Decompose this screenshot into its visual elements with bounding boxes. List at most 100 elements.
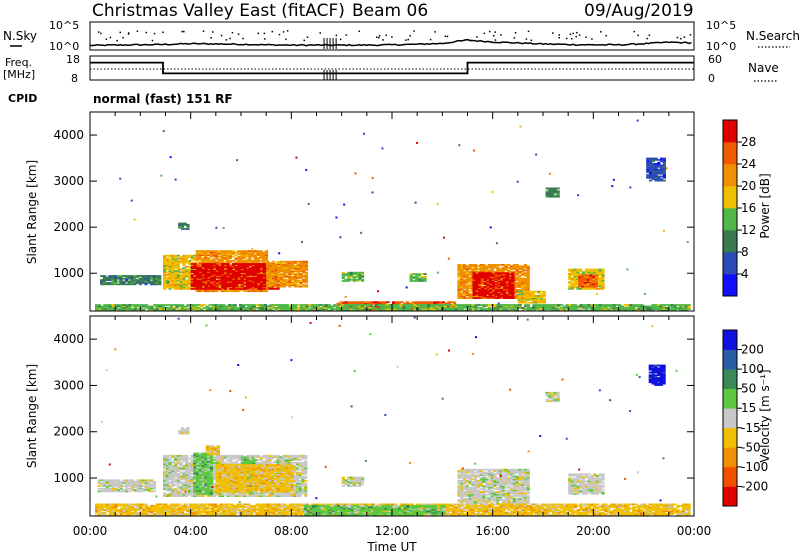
data-cell bbox=[526, 286, 530, 288]
data-cell bbox=[127, 277, 131, 280]
data-cell bbox=[568, 306, 572, 309]
data-cell bbox=[158, 280, 162, 283]
data-cell bbox=[161, 305, 165, 308]
data-cell bbox=[210, 276, 214, 279]
data-cell bbox=[245, 258, 249, 261]
data-cell bbox=[193, 278, 197, 281]
data-cell bbox=[662, 168, 666, 171]
data-cell bbox=[185, 478, 189, 481]
data-cell bbox=[187, 489, 192, 492]
data-cell bbox=[204, 258, 208, 261]
data-cell bbox=[388, 309, 392, 312]
data-cell bbox=[223, 274, 228, 276]
data-cell bbox=[497, 283, 501, 286]
data-cell bbox=[573, 272, 577, 275]
data-cell bbox=[108, 277, 112, 280]
data-cell bbox=[513, 308, 517, 310]
data-cell bbox=[651, 174, 655, 176]
data-cell bbox=[637, 305, 641, 308]
data-cell bbox=[266, 305, 270, 308]
data-cell bbox=[662, 309, 666, 312]
data-cell bbox=[497, 273, 501, 276]
data-cell bbox=[313, 308, 317, 310]
data-cell bbox=[165, 485, 169, 488]
data-cell bbox=[521, 270, 525, 273]
data-cell bbox=[568, 275, 572, 278]
data-cell bbox=[645, 309, 650, 312]
data-cell bbox=[204, 251, 208, 254]
data-cell bbox=[127, 280, 131, 283]
data-cell bbox=[268, 285, 273, 288]
data-cell bbox=[264, 290, 269, 293]
data-cell bbox=[266, 277, 270, 280]
data-cell bbox=[553, 195, 557, 198]
data-cell bbox=[447, 305, 451, 308]
data-cell bbox=[554, 304, 558, 306]
data-cell bbox=[136, 309, 140, 312]
data-cell bbox=[182, 274, 186, 276]
data-cell bbox=[219, 306, 223, 309]
data-cell bbox=[200, 304, 204, 306]
data-cell bbox=[165, 495, 169, 497]
data-cell bbox=[598, 309, 603, 312]
data-cell bbox=[185, 463, 189, 465]
data-cell bbox=[491, 277, 496, 280]
data-cell bbox=[226, 275, 230, 278]
data-cell bbox=[282, 276, 286, 278]
data-cell bbox=[223, 282, 228, 285]
data-cell bbox=[187, 265, 192, 268]
data-cell bbox=[531, 299, 535, 301]
data-cell bbox=[523, 294, 527, 297]
data-cell bbox=[122, 282, 126, 284]
data-cell bbox=[584, 272, 588, 275]
data-cell bbox=[228, 261, 233, 264]
data-cell bbox=[391, 304, 395, 306]
data-cell bbox=[503, 291, 507, 294]
data-cell bbox=[169, 304, 173, 306]
data-cell bbox=[512, 266, 516, 269]
data-speck bbox=[665, 167, 668, 170]
data-cell bbox=[500, 280, 504, 283]
data-cell bbox=[262, 271, 266, 274]
data-cell bbox=[500, 294, 504, 297]
data-cell bbox=[540, 306, 544, 309]
data-cell bbox=[414, 301, 418, 304]
data-cell bbox=[174, 254, 178, 257]
data-cell bbox=[248, 255, 252, 258]
data-cell bbox=[201, 257, 205, 259]
data-cell bbox=[243, 283, 247, 286]
data-cell bbox=[521, 280, 525, 283]
data-cell bbox=[338, 304, 342, 306]
data-cell bbox=[684, 306, 688, 309]
data-cell bbox=[252, 309, 256, 312]
data-cell bbox=[286, 305, 290, 308]
data-cell bbox=[266, 284, 270, 287]
data-cell bbox=[485, 268, 489, 270]
data-cell bbox=[472, 286, 476, 288]
data-cell bbox=[355, 304, 359, 306]
data-cell bbox=[163, 479, 167, 482]
data-cell bbox=[497, 288, 501, 291]
data-cell bbox=[460, 293, 464, 295]
data-cell bbox=[361, 280, 365, 282]
data-cell bbox=[193, 270, 197, 272]
data-cell bbox=[277, 260, 281, 263]
data-cell bbox=[468, 286, 472, 288]
data-cell bbox=[248, 261, 252, 264]
data-cell bbox=[171, 271, 175, 274]
data-cell bbox=[578, 285, 582, 288]
data-cell bbox=[274, 281, 278, 284]
data-cell bbox=[231, 250, 235, 252]
data-cell bbox=[196, 283, 200, 286]
data-cell bbox=[226, 282, 230, 285]
data-cell bbox=[185, 459, 189, 461]
data-cell bbox=[182, 268, 186, 271]
data-cell bbox=[349, 308, 353, 310]
data-cell bbox=[163, 288, 167, 290]
data-cell bbox=[241, 304, 245, 306]
data-cell bbox=[171, 264, 175, 267]
data-cell bbox=[449, 308, 453, 310]
data-cell bbox=[193, 285, 197, 287]
data-cell bbox=[394, 309, 398, 312]
data-cell bbox=[253, 259, 257, 262]
